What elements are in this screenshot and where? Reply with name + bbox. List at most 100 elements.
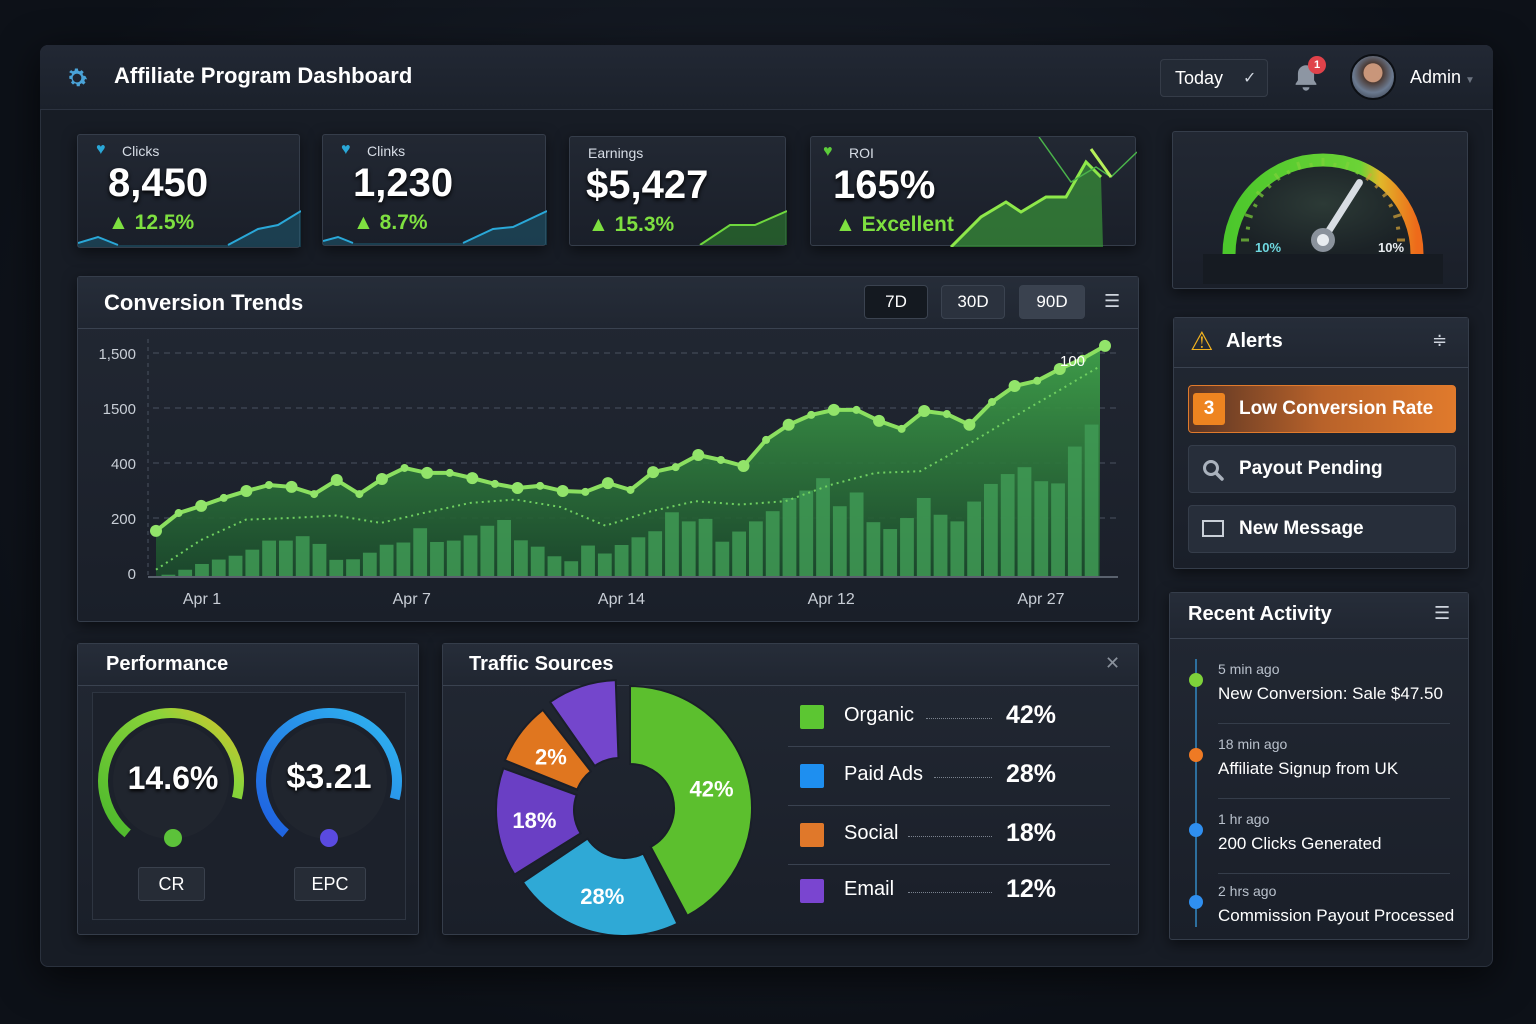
range-7d-button[interactable]: 7D — [864, 285, 928, 319]
legend-swatch — [800, 705, 824, 729]
data-point[interactable] — [310, 490, 319, 499]
close-icon[interactable]: ✕ — [1105, 653, 1121, 673]
data-point[interactable] — [375, 472, 388, 485]
alert-new-message[interactable]: New Message — [1188, 505, 1456, 553]
panel-header: Performance — [78, 644, 418, 686]
bar — [832, 506, 847, 578]
heart-icon: ♥ — [341, 141, 351, 158]
data-point[interactable] — [737, 460, 750, 473]
menu-icon[interactable]: ☰ — [1434, 603, 1451, 623]
date-range-select[interactable]: Today ✓ — [1160, 59, 1268, 97]
data-point[interactable] — [556, 485, 569, 498]
data-point[interactable] — [692, 449, 705, 462]
data-point[interactable] — [601, 477, 614, 490]
data-point[interactable] — [918, 405, 931, 418]
data-point[interactable] — [490, 479, 499, 488]
data-point[interactable] — [716, 455, 725, 464]
filter-icon[interactable]: ☰ — [1104, 291, 1121, 311]
bar — [195, 563, 209, 578]
range-90d-button[interactable]: 90D — [1019, 285, 1085, 319]
data-point[interactable] — [445, 468, 454, 477]
legend-item-organic[interactable]: Organic 42% — [788, 692, 1110, 747]
activity-item[interactable]: 5 min ago New Conversion: Sale $47.50 — [1170, 661, 1468, 731]
gauge-tick — [1333, 162, 1337, 168]
data-point[interactable] — [1053, 362, 1066, 375]
data-point[interactable] — [1078, 354, 1087, 363]
legend-item-email[interactable]: Email 12% — [800, 866, 1110, 916]
y-tick-label: 0 — [128, 566, 136, 583]
data-point[interactable] — [421, 466, 434, 479]
donut-slice[interactable] — [629, 684, 753, 918]
gear-icon[interactable] — [64, 65, 90, 91]
gauge-tick — [1395, 226, 1401, 230]
data-point[interactable] — [626, 485, 635, 494]
data-point[interactable] — [264, 481, 273, 489]
collapse-icon[interactable]: ≑ — [1432, 330, 1448, 350]
data-point[interactable] — [219, 493, 228, 502]
data-point[interactable] — [942, 410, 951, 419]
bar — [564, 561, 579, 578]
slice-label: 28% — [580, 884, 624, 909]
data-point[interactable] — [1099, 339, 1111, 352]
activity-item[interactable]: 18 min ago Affiliate Signup from UK — [1170, 736, 1468, 806]
donut-slice[interactable] — [503, 708, 593, 791]
data-point[interactable] — [511, 482, 524, 495]
heart-icon: ♥ — [823, 143, 833, 160]
data-point[interactable] — [285, 480, 298, 493]
data-point[interactable] — [581, 487, 590, 496]
gauge-tick — [1252, 203, 1258, 208]
data-point[interactable] — [807, 410, 816, 419]
notifications-button[interactable]: 1 — [1292, 56, 1326, 95]
alert-low-conversion-rate[interactable]: 3 Low Conversion Rate — [1188, 385, 1456, 433]
user-menu[interactable]: Admin ▼ — [1410, 67, 1475, 88]
activity-item[interactable]: 1 hr ago 200 Clicks Generated — [1170, 811, 1468, 881]
epc-label[interactable]: EPC — [294, 867, 366, 901]
data-point[interactable] — [852, 405, 861, 414]
bar — [597, 553, 612, 578]
data-point[interactable] — [536, 481, 545, 490]
data-point[interactable] — [174, 509, 183, 518]
x-tick-label: Apr 7 — [393, 591, 431, 608]
data-point[interactable] — [897, 424, 906, 433]
kpi-label: ROI — [849, 145, 874, 161]
data-point[interactable] — [240, 485, 253, 498]
performance-rings — [98, 708, 402, 847]
activity-time: 5 min ago — [1218, 661, 1280, 677]
data-point[interactable] — [988, 397, 997, 406]
traffic-donut-chart: 42% 28% 18% 2% — [495, 679, 753, 935]
kpi-value: 1,230 — [353, 161, 454, 205]
legend-leader — [934, 777, 992, 778]
data-point[interactable] — [782, 418, 795, 431]
kpi-change-value: Excellent — [861, 213, 954, 236]
data-point[interactable] — [963, 418, 976, 431]
data-point[interactable] — [671, 463, 680, 472]
gauge-tick — [1296, 161, 1302, 171]
legend-item-paid-ads[interactable]: Paid Ads 28% — [788, 751, 1110, 806]
data-point[interactable] — [873, 414, 886, 427]
donut-slice[interactable] — [495, 766, 583, 877]
recent-activity-panel: Recent Activity ☰ 5 min ago New Conversi… — [1169, 592, 1469, 940]
data-point[interactable] — [1008, 380, 1021, 392]
epc-value: $3.21 — [286, 758, 372, 796]
data-point[interactable] — [647, 466, 660, 479]
data-point[interactable] — [762, 435, 771, 444]
cr-label[interactable]: CR — [138, 867, 205, 901]
bar — [984, 483, 998, 578]
data-point[interactable] — [150, 524, 162, 537]
data-point[interactable] — [827, 403, 840, 416]
data-point[interactable] — [330, 474, 343, 487]
range-30d-button[interactable]: 30D — [941, 285, 1005, 319]
avatar[interactable] — [1350, 54, 1396, 100]
data-point[interactable] — [1033, 376, 1042, 385]
legend-label: Social — [844, 822, 899, 844]
data-point[interactable] — [195, 499, 208, 512]
donut-slice[interactable] — [521, 837, 679, 935]
data-point[interactable] — [355, 490, 364, 499]
legend-item-social[interactable]: Social 18% — [788, 810, 1110, 865]
alert-payout-pending[interactable]: Payout Pending — [1188, 445, 1456, 493]
bar — [749, 521, 763, 578]
data-point[interactable] — [466, 472, 479, 485]
activity-item[interactable]: 2 hrs ago Commission Payout Processed — [1170, 883, 1468, 953]
donut-slice[interactable] — [548, 679, 620, 768]
data-point[interactable] — [400, 463, 409, 472]
